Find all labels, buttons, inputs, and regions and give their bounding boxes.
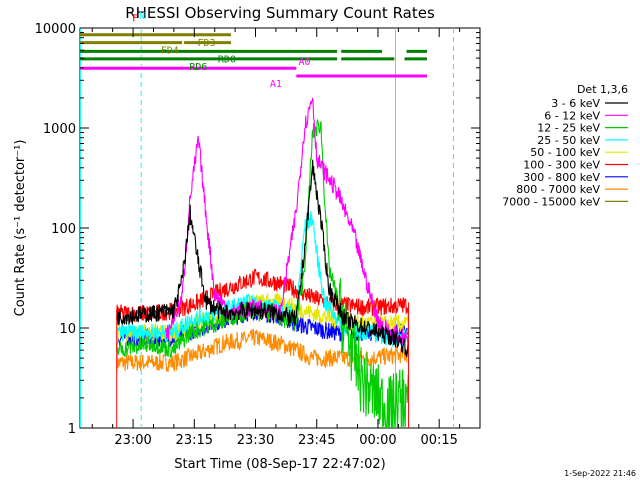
flag-label-n: N bbox=[139, 11, 145, 22]
timestamp: 1-Sep-2022 21:46 bbox=[564, 469, 636, 478]
y-tick-label: 1 bbox=[68, 422, 76, 437]
plot-inner bbox=[80, 28, 454, 428]
series-line-0 bbox=[116, 159, 409, 357]
flag-label-fd4: FD4 bbox=[161, 46, 179, 57]
series-line-3 bbox=[116, 211, 409, 347]
x-tick-label: 23:15 bbox=[176, 433, 213, 448]
flag-label-rd0: RD0 bbox=[218, 54, 236, 65]
flag-label-fd3: FD3 bbox=[197, 38, 215, 49]
plot-area: 1 10 100 1000 10000 23:00 23:15 23:30 23:45 00:00… bbox=[35, 11, 481, 448]
series-line-5 bbox=[116, 268, 409, 323]
legend-label: 7000 - 15000 keV bbox=[502, 195, 600, 208]
y-tick-label: 1000 bbox=[43, 122, 76, 137]
legend-label: 50 - 100 keV bbox=[530, 146, 600, 159]
legend-label: 3 - 6 keV bbox=[551, 97, 600, 110]
legend-label: 800 - 7000 keV bbox=[516, 183, 600, 196]
legend-title: Det 1,3,6 bbox=[577, 83, 628, 96]
x-tick-label: 23:30 bbox=[237, 433, 274, 448]
legend-label: 100 - 300 keV bbox=[523, 159, 600, 172]
legend-label: 300 - 800 keV bbox=[523, 171, 600, 184]
x-tick-label: 23:00 bbox=[114, 433, 151, 448]
flag-label-a0: A0 bbox=[298, 57, 310, 68]
flag-label-a1: A1 bbox=[270, 79, 282, 90]
legend-label: 12 - 25 keV bbox=[537, 122, 600, 135]
legend-label: 6 - 12 keV bbox=[544, 109, 600, 122]
flag-label-f: F bbox=[132, 14, 138, 25]
series-line-1 bbox=[165, 97, 409, 346]
y-tick-label: 100 bbox=[51, 222, 76, 237]
legend-label: 25 - 50 keV bbox=[537, 134, 600, 147]
y-axis-label: Count Rate (s⁻¹ detector⁻¹) bbox=[13, 140, 28, 317]
x-axis-label: Start Time (08-Sep-17 22:47:02) bbox=[174, 457, 385, 472]
x-tick-label: 23:45 bbox=[298, 433, 335, 448]
x-tick-label: 00:15 bbox=[420, 433, 457, 448]
y-tick-label: 10000 bbox=[35, 22, 76, 37]
flag-label-rd6: RD6 bbox=[189, 62, 207, 73]
x-tick-label: 00:00 bbox=[359, 433, 396, 448]
y-tick-label: 10 bbox=[59, 322, 76, 337]
chart-title: RHESSI Observing Summary Count Rates bbox=[125, 4, 435, 22]
